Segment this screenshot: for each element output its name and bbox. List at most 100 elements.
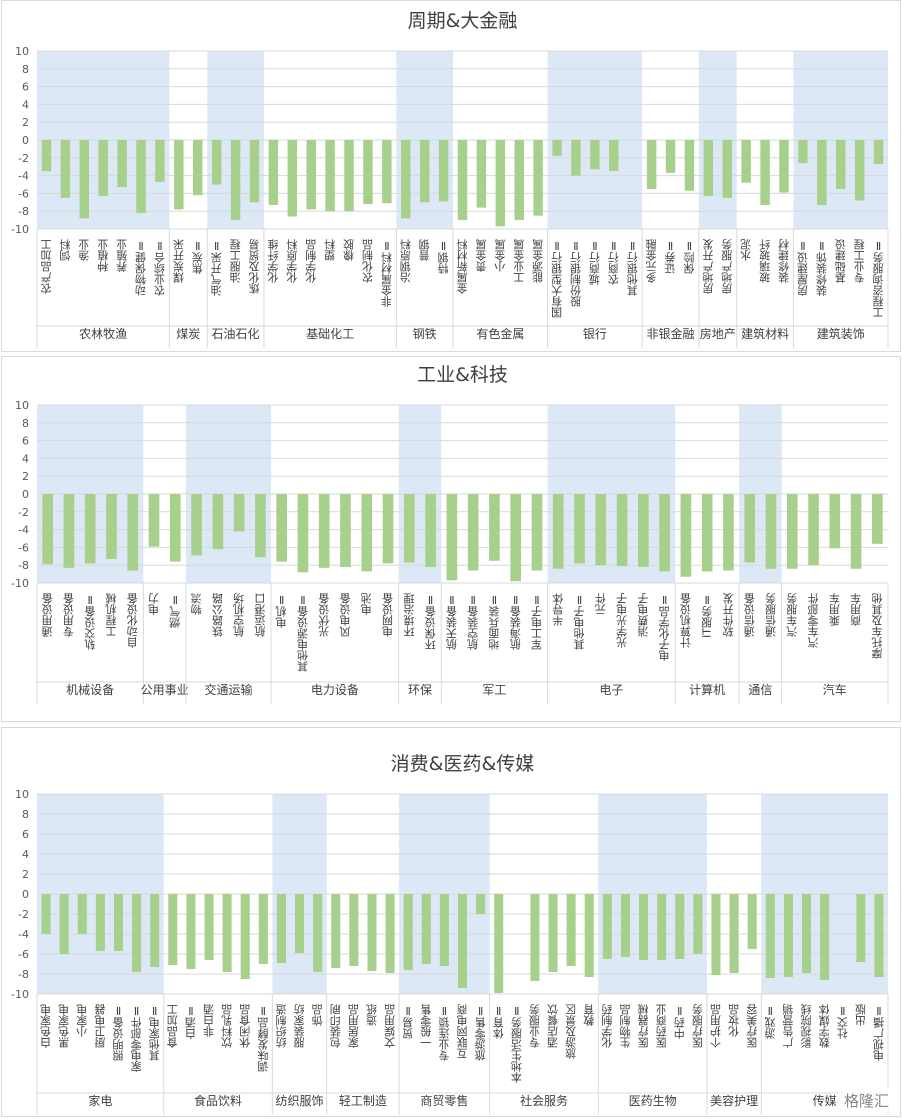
category-label: 摩托车及其他 xyxy=(871,593,884,660)
bar xyxy=(467,494,479,571)
y-tick-label: 8 xyxy=(22,417,29,430)
y-tick-label: 6 xyxy=(22,828,29,841)
bar xyxy=(701,494,713,572)
category-label: 厨卫电器 xyxy=(94,1003,107,1048)
category-label: 玻璃玻纤 xyxy=(759,238,772,283)
bar xyxy=(382,494,394,564)
group-label: 环保 xyxy=(408,683,432,697)
category-label: 饰品 xyxy=(311,1004,324,1027)
category-label: 造纸 xyxy=(365,1004,378,1027)
y-tick-label: 4 xyxy=(22,98,29,111)
category-label: 旅游及景区 xyxy=(565,1004,578,1060)
y-tick-label: 2 xyxy=(22,116,29,129)
bar xyxy=(489,494,500,561)
category-label: 黑色家电 xyxy=(58,1004,71,1048)
category-label: 医疗器械 xyxy=(637,1003,650,1048)
y-tick-label: 4 xyxy=(22,452,29,465)
bar xyxy=(552,140,562,157)
group-label: 纺织服饰 xyxy=(276,1094,324,1108)
category-label: 煤炭开采 xyxy=(172,238,185,283)
category-label: 房地产开发 xyxy=(702,238,715,294)
bar xyxy=(665,140,676,173)
group-label: 建筑材料 xyxy=(741,326,789,341)
bar xyxy=(385,894,395,973)
bar xyxy=(255,494,266,558)
bar xyxy=(150,894,160,967)
bar xyxy=(230,140,241,221)
category-label: 饲料 xyxy=(59,238,72,261)
category-label: 金属新材料 xyxy=(456,238,469,295)
bar xyxy=(552,494,564,569)
y-tick-label: -6 xyxy=(18,187,29,200)
bar xyxy=(148,494,160,547)
bar xyxy=(786,494,798,569)
category-label: 物流 xyxy=(190,593,203,616)
y-tick-label: 6 xyxy=(22,81,29,94)
y-tick-label: 0 xyxy=(22,888,29,901)
bar xyxy=(222,894,232,972)
category-label: 调味发酵品Ⅱ xyxy=(257,1004,270,1072)
bar xyxy=(566,894,576,966)
bar xyxy=(820,894,830,980)
group-label: 农林牧渔 xyxy=(79,327,127,341)
bar xyxy=(723,494,734,571)
group-label: 基础化工 xyxy=(306,327,354,341)
bar xyxy=(211,140,222,185)
bar xyxy=(132,894,142,972)
bar xyxy=(136,140,146,213)
category-label: 小金属 xyxy=(494,238,507,272)
bar xyxy=(169,494,181,562)
category-label: 社交Ⅱ xyxy=(836,1004,849,1040)
bar xyxy=(77,894,87,934)
y-tick-label: 2 xyxy=(22,470,29,483)
category-label: 专用设备 xyxy=(62,592,75,638)
category-label: 铁路公路 xyxy=(211,592,224,637)
bar xyxy=(680,494,692,577)
category-label: 旅游零售Ⅱ xyxy=(474,1004,487,1062)
category-label: 通用设备 xyxy=(41,592,54,637)
chart-panel-industry-tech: 工业&科技 10 8 6 4 2 0 -2 -4 -6 -8 -10 通用设备 专用设备 轨交设备Ⅱ 工程机械… xyxy=(1,356,901,722)
category-label: 风电设备 xyxy=(339,592,352,637)
y-tick-label: 10 xyxy=(15,45,29,58)
category-label: 休闲食品 xyxy=(239,1004,252,1048)
category-label: 通信服务 xyxy=(764,593,777,637)
bar xyxy=(344,140,354,212)
category-label: 油服工程 xyxy=(229,238,242,284)
y-tick-label: -6 xyxy=(18,948,29,961)
category-label: 半导体 xyxy=(552,593,565,627)
category-label: 小家电 xyxy=(76,1004,89,1037)
category-label: 生物制品 xyxy=(619,1004,632,1049)
category-label: 专业服务 xyxy=(528,1004,541,1049)
bar xyxy=(457,894,468,988)
category-label: 家电零部件Ⅱ xyxy=(130,1004,143,1073)
category-label: 其他家电Ⅱ xyxy=(148,1004,161,1061)
bar xyxy=(127,494,139,571)
category-label: 塑料 xyxy=(324,238,337,262)
y-tick-label: -2 xyxy=(18,152,29,165)
category-label: 出版 xyxy=(854,1003,867,1027)
category-label: 家居用品 xyxy=(347,1004,360,1049)
category-label: 渔业 xyxy=(78,239,91,261)
category-label: 股份制银行Ⅱ xyxy=(569,239,582,307)
bar xyxy=(268,140,279,205)
bar xyxy=(760,140,770,205)
bar xyxy=(276,894,286,963)
category-label: 普钢 xyxy=(418,239,431,262)
group-label: 石油石化 xyxy=(212,327,260,341)
category-label: 多元金融 xyxy=(645,238,658,284)
category-label: 体育Ⅱ xyxy=(492,1004,505,1040)
category-label: 电机Ⅱ xyxy=(275,593,288,628)
bar xyxy=(639,894,649,960)
category-label: 化妆品 xyxy=(728,1004,741,1038)
bar xyxy=(168,894,178,965)
category-label: 轨交设备Ⅱ xyxy=(84,593,97,651)
bar xyxy=(117,140,127,188)
bar xyxy=(41,140,52,172)
y-tick-label: 6 xyxy=(22,435,29,448)
bar xyxy=(510,494,522,582)
category-label: 其他电子Ⅱ xyxy=(573,593,586,650)
bar xyxy=(186,894,196,969)
category-label: 照明设备Ⅱ xyxy=(112,1004,125,1061)
chart-title: 周期&大金融 xyxy=(408,10,518,32)
bar xyxy=(363,140,373,205)
